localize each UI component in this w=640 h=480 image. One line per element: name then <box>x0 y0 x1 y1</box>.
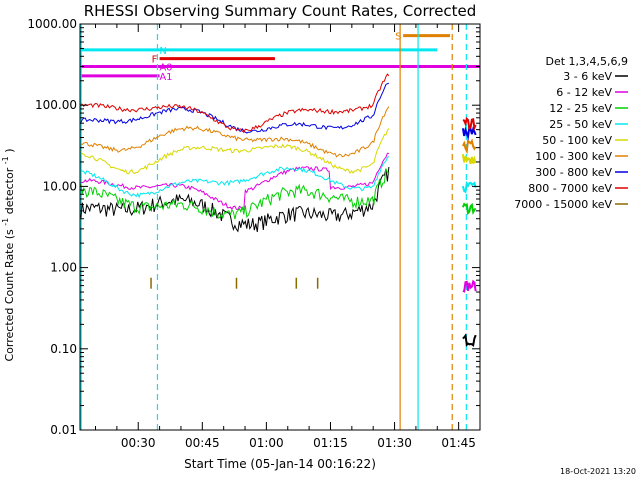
axis-layer: 0.01 0.10 1.00 10.00 100.00 1000.00 00:30 00:45… <box>27 17 481 450</box>
x-tick-label: 01:15 <box>313 436 348 450</box>
series-line-after <box>462 116 477 132</box>
y-axis-label-close: ) <box>3 148 16 152</box>
x-tick-label: 00:45 <box>185 436 220 450</box>
legend-entry-label: 12 - 25 keV <box>549 102 612 115</box>
series-line-after <box>462 333 477 347</box>
y-tick-label: 0.10 <box>50 342 77 356</box>
series-line <box>80 156 390 199</box>
legend-entry-label: 100 - 300 keV <box>535 150 612 163</box>
x-tick-label: 01:45 <box>441 436 476 450</box>
legend-entry-label: 7000 - 15000 keV <box>514 198 612 211</box>
y-axis-label-exp-1: -1 <box>1 218 10 226</box>
footer-date: 18-Oct-2021 13:20 <box>560 467 636 476</box>
y-tick-label: 1.00 <box>50 261 77 275</box>
y-tick-label: 1000.00 <box>27 17 77 31</box>
y-axis-label-part-1: Corrected Count Rate (s <box>3 229 16 362</box>
y-axis-label-exp-2: -1 <box>1 156 10 164</box>
legend-entry-label: 300 - 800 keV <box>535 166 612 179</box>
series-line <box>80 168 390 220</box>
legend-entry-label: 50 - 100 keV <box>542 134 612 147</box>
chart-title: RHESSI Observing Summary Count Rates, Co… <box>84 2 477 20</box>
y-axis-label: Corrected Count Rate (s -1 detector -1 ) <box>0 148 16 361</box>
series-line <box>80 128 390 175</box>
series-line <box>80 73 390 134</box>
y-axis-label-part-2: detector <box>3 167 16 214</box>
legend-entry-label: 6 - 12 keV <box>556 86 612 99</box>
series-line <box>80 106 390 158</box>
legend: Det 1,3,4,5,6,9 3 - 6 keV 6 - 12 keV 12 - 2… <box>514 55 628 211</box>
y-tick-label: 100.00 <box>35 98 77 112</box>
flag-label: S <box>395 32 401 43</box>
series-line <box>80 166 390 233</box>
legend-title: Det 1,3,4,5,6,9 <box>545 55 628 68</box>
series-line-after <box>461 180 477 194</box>
series-line-after <box>461 154 477 165</box>
plot-frame <box>79 23 481 431</box>
flag-label: A0 <box>159 62 172 73</box>
flag-label: N <box>159 46 166 57</box>
x-tick-label: 01:00 <box>249 436 284 450</box>
y-tick-label: 10.00 <box>43 179 77 193</box>
flag-label: F <box>152 55 158 66</box>
x-tick-label: 00:30 <box>121 436 156 450</box>
series-line-after <box>461 138 477 155</box>
y-tick-label: 0.01 <box>50 423 77 437</box>
legend-entry-label: 800 - 7000 keV <box>528 182 612 195</box>
x-tick-label: 01:30 <box>377 436 412 450</box>
legend-entry-label: 25 - 50 keV <box>549 118 612 131</box>
flag-label: A1 <box>159 72 172 83</box>
legend-entry-label: 3 - 6 keV <box>563 70 612 83</box>
series-line <box>80 82 390 134</box>
x-axis-label: Start Time (05-Jan-14 00:16:22) <box>184 457 376 471</box>
series-line-after <box>461 202 477 216</box>
series-line-after <box>462 279 477 293</box>
series-line <box>80 152 389 211</box>
